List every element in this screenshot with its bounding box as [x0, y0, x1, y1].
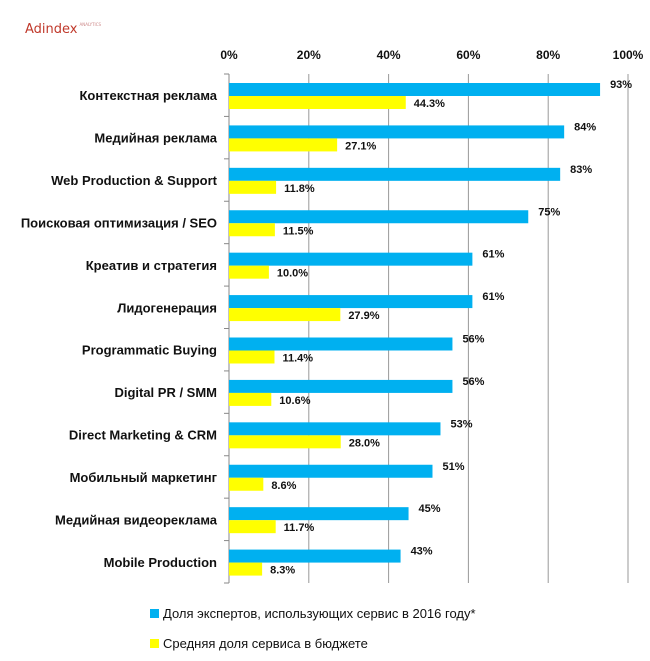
data-label: 27.1%: [345, 140, 376, 152]
legend-swatch-yellow: [150, 639, 159, 648]
x-tick-label: 60%: [456, 48, 480, 62]
bar-experts: [229, 422, 441, 436]
bar-experts: [229, 464, 433, 478]
bar-experts: [229, 210, 529, 224]
data-label: 75%: [538, 206, 560, 218]
category-label: Креатив и стратегия: [86, 258, 217, 273]
bar-budget: [229, 350, 275, 364]
data-label: 43%: [411, 546, 433, 558]
bar-experts: [229, 507, 409, 521]
data-label: 27.9%: [348, 310, 379, 322]
data-label: 10.6%: [279, 395, 310, 407]
data-label: 84%: [574, 121, 596, 133]
bar-budget: [229, 265, 269, 279]
bar-experts: [229, 337, 453, 351]
x-tick-label: 80%: [536, 48, 560, 62]
x-tick-label: 0%: [220, 48, 238, 62]
adindex-logo: Adindex ANALYTICS: [25, 22, 102, 37]
legend-item-experts: Доля экспертов, использующих сервис в 20…: [150, 606, 476, 621]
data-label: 28.0%: [349, 437, 380, 449]
data-label: 11.7%: [284, 522, 315, 534]
data-label: 8.6%: [271, 480, 296, 492]
category-label: Mobile Production: [104, 555, 217, 570]
bar-experts: [229, 379, 453, 393]
category-label: Digital PR / SMM: [114, 385, 217, 400]
data-label: 11.8%: [284, 183, 315, 195]
bar-budget: [229, 96, 406, 109]
category-label: Лидогенерация: [117, 300, 217, 315]
data-label: 61%: [482, 249, 504, 261]
data-label: 61%: [482, 291, 504, 303]
bar-budget: [229, 562, 263, 576]
bar-budget: [229, 477, 264, 491]
bar-experts: [229, 549, 401, 563]
data-label: 56%: [462, 376, 484, 388]
category-label: Web Production & Support: [51, 173, 218, 188]
bar-budget: [229, 308, 341, 322]
category-label: Медийная реклама: [94, 131, 217, 146]
legend-item-budget: Средняя доля сервиса в бюджете: [150, 636, 368, 651]
bar-experts: [229, 167, 561, 181]
bar-budget: [229, 223, 275, 237]
data-label: 93%: [610, 79, 632, 91]
bar-budget: [229, 180, 277, 194]
data-label: 51%: [442, 461, 464, 473]
category-label: Мобильный маркетинг: [70, 470, 218, 485]
data-label: 83%: [570, 164, 592, 176]
data-label: 53%: [450, 418, 472, 430]
data-label: 8.3%: [270, 565, 295, 577]
category-label: Programmatic Buying: [82, 343, 217, 358]
bar-budget: [229, 520, 276, 534]
bar-experts: [229, 125, 565, 139]
bar-budget: [229, 435, 341, 449]
bar-budget: [229, 392, 272, 406]
x-tick-label: 100%: [613, 48, 644, 62]
category-label: Direct Marketing & CRM: [69, 428, 217, 443]
category-label: Контекстная реклама: [79, 88, 217, 103]
data-label: 11.5%: [283, 225, 314, 237]
bar-experts: [229, 252, 473, 266]
data-label: 44.3%: [414, 98, 445, 110]
x-tick-label: 20%: [297, 48, 321, 62]
bar-budget: [229, 138, 338, 152]
category-label: Поисковая оптимизация / SEO: [21, 215, 217, 230]
data-label: 45%: [419, 503, 441, 515]
bar-experts: [229, 295, 473, 309]
data-label: 11.4%: [282, 353, 313, 365]
legend-swatch-blue: [150, 609, 159, 618]
bar-experts: [229, 83, 601, 96]
data-label: 56%: [462, 334, 484, 346]
data-label: 10.0%: [277, 268, 308, 280]
x-tick-label: 40%: [377, 48, 401, 62]
category-label: Медийная видеореклама: [55, 512, 218, 527]
